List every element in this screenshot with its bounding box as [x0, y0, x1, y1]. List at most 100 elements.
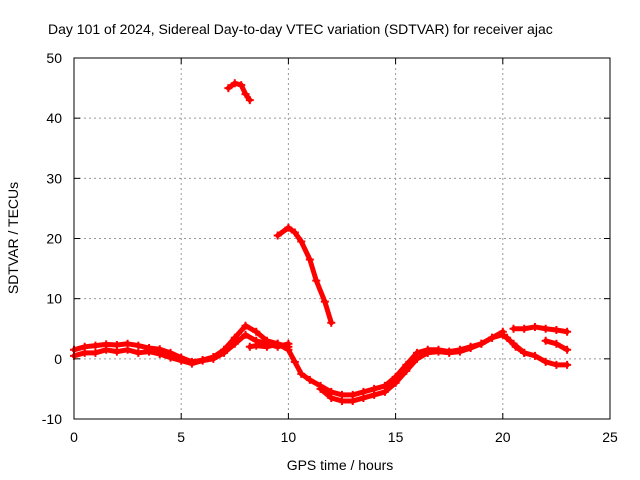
y-tick-label: 50: [46, 50, 62, 66]
data-point: [290, 228, 299, 237]
data-point: [552, 339, 561, 348]
data-point: [290, 357, 299, 366]
chart-title: Day 101 of 2024, Sidereal Day-to-day VTE…: [48, 21, 553, 37]
data-point: [91, 341, 100, 350]
data-point: [241, 330, 250, 339]
data-point: [348, 396, 357, 405]
data-point: [423, 348, 432, 357]
x-tick-label: 20: [495, 429, 511, 445]
y-tick-label: 20: [46, 231, 62, 247]
series-trace-d: [316, 327, 507, 405]
data-point: [177, 356, 186, 365]
data-point: [209, 354, 218, 363]
data-point: [102, 345, 111, 354]
series-segment: [403, 350, 420, 368]
data-point: [380, 387, 389, 396]
series-trace-e: [509, 322, 572, 336]
series-segment: [298, 239, 313, 263]
series-segment: [307, 257, 319, 284]
data-point: [327, 318, 336, 327]
data-point: [224, 84, 233, 93]
data-point: [284, 345, 293, 354]
x-tick-label: 0: [70, 429, 78, 445]
data-point: [297, 369, 306, 378]
data-point: [245, 342, 254, 351]
data-point: [230, 79, 239, 88]
data-point: [503, 333, 512, 342]
data-point: [134, 348, 143, 357]
series-segment: [393, 368, 409, 386]
data-point: [455, 347, 464, 356]
data-point: [498, 327, 507, 336]
data-point: [241, 321, 250, 330]
y-tick-label: 10: [46, 291, 62, 307]
data-point: [520, 324, 529, 333]
data-point: [327, 393, 336, 402]
data-point: [552, 360, 561, 369]
data-point: [413, 354, 422, 363]
data-point: [509, 324, 518, 333]
data-point: [530, 322, 539, 331]
series-segment: [393, 362, 409, 380]
data-point: [305, 255, 314, 264]
series-trace-b: [70, 330, 293, 368]
data-point: [123, 345, 132, 354]
data-point: [273, 339, 282, 348]
y-tick-label: 30: [46, 170, 62, 186]
y-tick-label: 0: [54, 351, 62, 367]
data-point: [252, 327, 261, 336]
series-trace-i: [273, 223, 336, 327]
data-point: [155, 350, 164, 359]
series-segment: [403, 356, 420, 374]
data-point: [220, 348, 229, 357]
data-point: [166, 353, 175, 362]
series-segment: [489, 329, 506, 341]
data-point: [237, 81, 246, 90]
data-point: [370, 390, 379, 399]
data-point: [312, 276, 321, 285]
x-tick-label: 15: [388, 429, 404, 445]
data-point: [445, 348, 454, 357]
series-segment: [313, 278, 328, 305]
series-segment: [221, 335, 238, 353]
data-point: [541, 324, 550, 333]
plot-frame: [73, 57, 611, 420]
series-segment: [553, 341, 570, 353]
data-point: [391, 378, 400, 387]
data-point: [134, 341, 143, 350]
data-point: [402, 366, 411, 375]
data-point: [241, 90, 250, 99]
series-trace-f: [503, 333, 572, 369]
data-point: [245, 96, 254, 105]
data-point: [359, 393, 368, 402]
data-point: [520, 348, 529, 357]
x-tick-label: 5: [177, 429, 185, 445]
data-point: [262, 342, 271, 351]
data-point: [563, 360, 572, 369]
data-point: [511, 342, 520, 351]
series-trace-g: [541, 336, 572, 354]
data-point: [563, 345, 572, 354]
grid: [74, 58, 610, 419]
data-point: [552, 325, 561, 334]
series-trace-h: [224, 79, 254, 105]
x-tick-label: 10: [281, 429, 297, 445]
data-point: [145, 347, 154, 356]
data-point: [338, 396, 346, 405]
series-segment: [232, 323, 249, 341]
data-point: [284, 223, 293, 232]
data-point: [434, 347, 443, 356]
series-segment: [322, 299, 334, 326]
y-tick-label: -10: [42, 411, 62, 427]
data-point: [541, 357, 550, 366]
y-axis-label: SDTVAR / TECUs: [5, 182, 21, 294]
data-point: [466, 344, 475, 353]
data-point: [316, 384, 325, 393]
data-point: [488, 333, 497, 342]
data-point: [297, 237, 306, 246]
data-point: [80, 348, 89, 357]
data-point: [305, 375, 314, 384]
data-point: [273, 231, 282, 240]
